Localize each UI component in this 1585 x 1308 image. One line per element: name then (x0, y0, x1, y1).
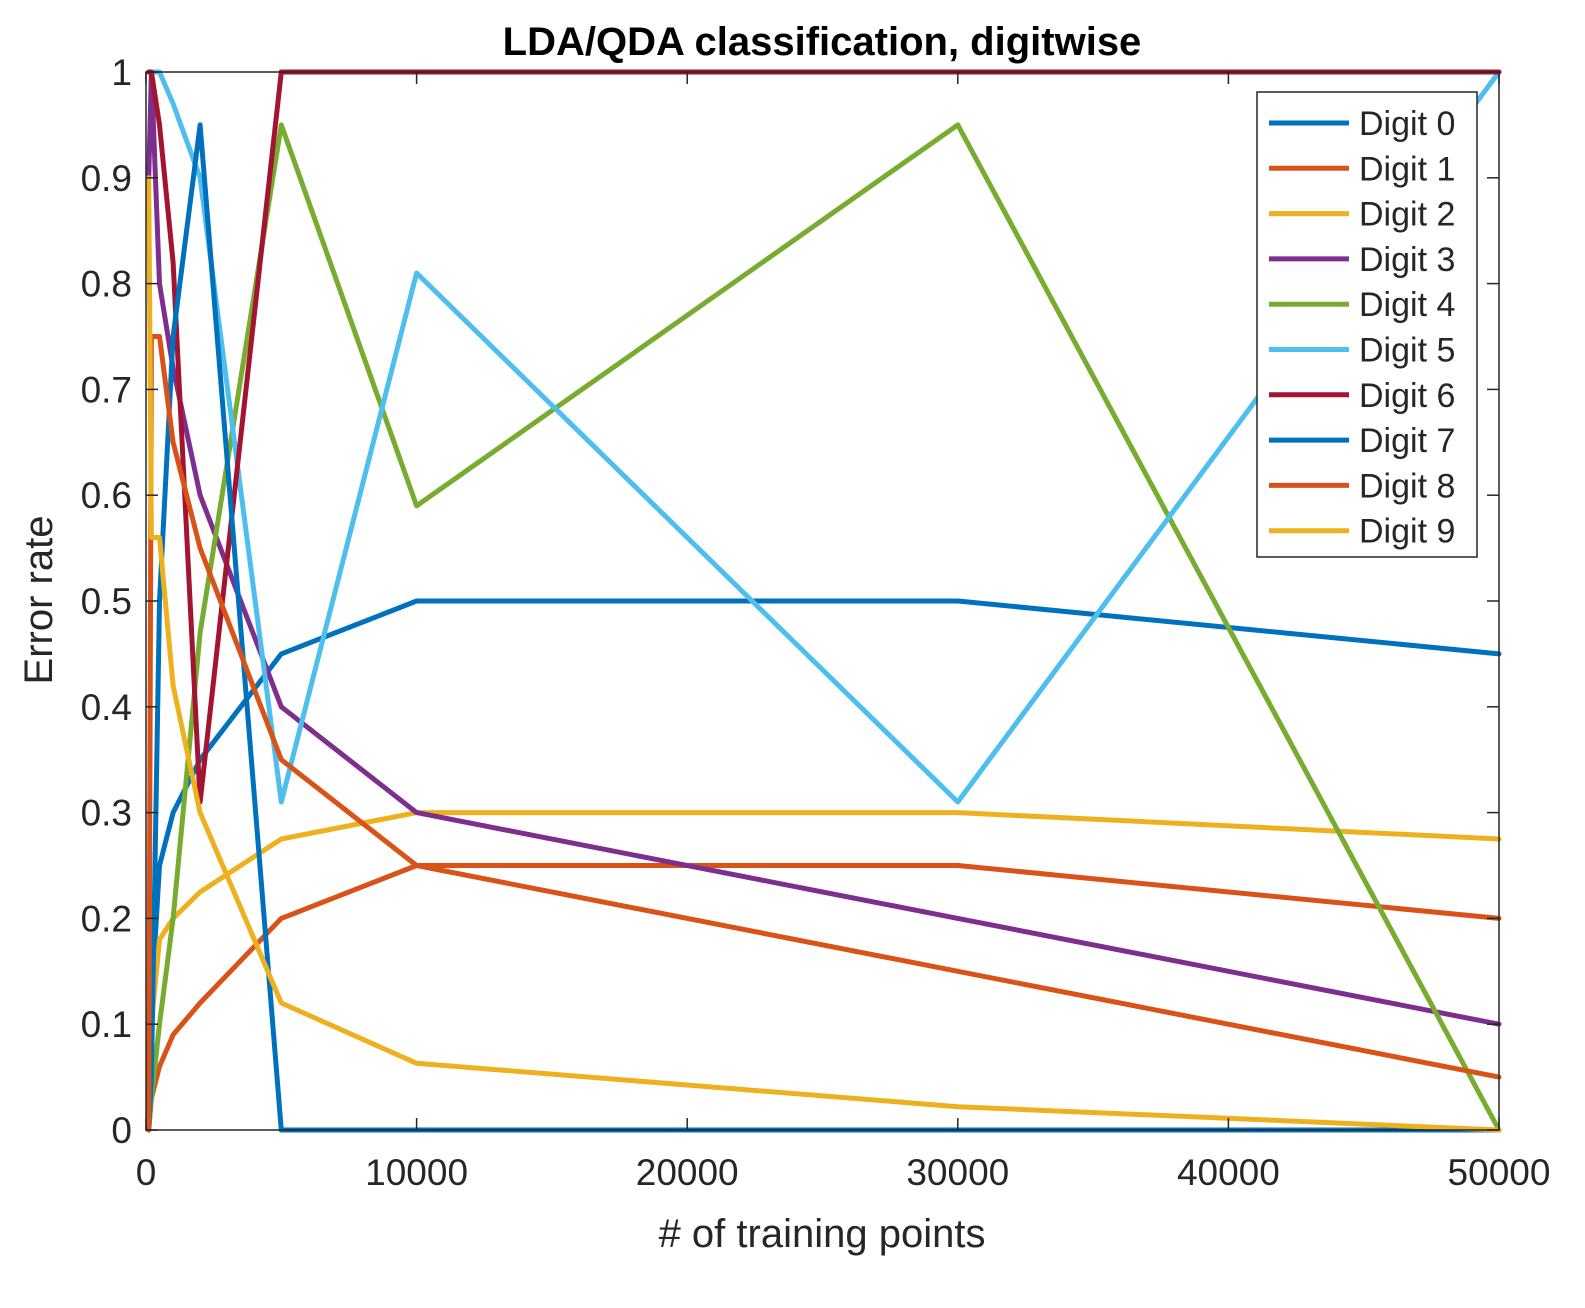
legend-label-digit-4: Digit 4 (1359, 286, 1455, 324)
y-tick-label: 0.4 (81, 687, 132, 728)
series-line-digit-8 (146, 334, 1502, 1133)
y-tick-label: 0.5 (81, 581, 132, 622)
y-tick-label: 0.1 (81, 1004, 132, 1045)
series-line-digit-3 (146, 69, 1502, 1027)
y-tick-label: 1 (111, 52, 132, 93)
legend-label-digit-8: Digit 8 (1359, 467, 1455, 505)
legend-label-digit-2: Digit 2 (1359, 196, 1455, 234)
legend-label-digit-9: Digit 9 (1359, 513, 1455, 551)
x-tick-label: 40000 (1177, 1152, 1280, 1193)
y-tick-label: 0 (111, 1110, 132, 1151)
series-line-digit-4 (146, 122, 1502, 1133)
y-tick-label: 0.7 (81, 369, 132, 410)
legend-label-digit-5: Digit 5 (1359, 332, 1455, 370)
x-tick-label: 0 (136, 1152, 157, 1193)
legend-label-digit-3: Digit 3 (1359, 241, 1455, 279)
y-axis-label: Error rate (17, 516, 61, 685)
y-tick-label: 0.9 (81, 158, 132, 199)
x-tick-label: 20000 (636, 1152, 739, 1193)
legend-label-digit-7: Digit 7 (1359, 422, 1455, 460)
y-tick-label: 0.3 (81, 793, 132, 834)
legend: Digit 0 Digit 1 Digit 2 Digit 3 Digit 4 Digit… (1256, 91, 1478, 558)
x-tick-label: 30000 (906, 1152, 1009, 1193)
x-tick-label: 10000 (365, 1152, 468, 1193)
legend-label-digit-1: Digit 1 (1359, 150, 1455, 188)
y-tick-label: 0.6 (81, 475, 132, 516)
legend-label-digit-6: Digit 6 (1359, 377, 1455, 415)
series-line-digit-9 (146, 175, 1502, 1133)
legend-label-digit-0: Digit 0 (1359, 105, 1455, 143)
y-tick-label: 0.8 (81, 264, 132, 305)
x-axis-label: # of training points (659, 1212, 986, 1256)
y-tick-label: 0.2 (81, 898, 132, 939)
x-tick-label: 50000 (1448, 1152, 1551, 1193)
chart-title: LDA/QDA classification, digitwise (503, 20, 1142, 64)
